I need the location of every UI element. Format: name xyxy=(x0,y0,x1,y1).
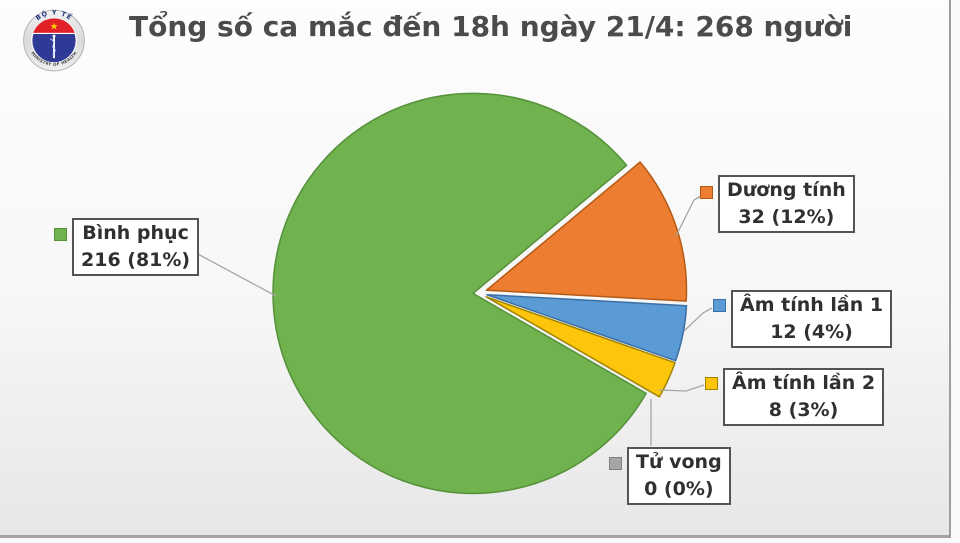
moh-logo: ★ BỘ Y TẾ MINISTRY OF HEALTH xyxy=(17,3,91,85)
pie-slices xyxy=(272,92,688,495)
binh-phuc-swatch xyxy=(54,228,67,241)
tu-vong-swatch xyxy=(609,457,622,470)
duong-tinh-label-box: Dương tính 32 (12%) xyxy=(718,175,855,233)
slice-label: Dương tính xyxy=(727,179,846,201)
leader-am-tinh-1 xyxy=(683,307,713,332)
binh-phuc-label-box: Bình phục 216 (81%) xyxy=(72,218,200,276)
pie-slice-0 xyxy=(272,92,647,495)
slice-label: Âm tính lần 1 xyxy=(740,294,884,316)
am-tinh-1-swatch xyxy=(713,299,726,312)
slice-value: 216 (81%) xyxy=(81,249,191,271)
leader-am-tinh-2 xyxy=(658,384,705,392)
page-title: Tổng số ca mắc đến 18h ngày 21/4: 268 ng… xyxy=(129,10,853,43)
logo-red-band xyxy=(31,18,77,34)
slice-value: 32 (12%) xyxy=(738,206,835,228)
slice-value: 8 (3%) xyxy=(768,399,839,421)
slice-label: Âm tính lần 2 xyxy=(732,372,876,394)
callout-am-tinh-1: Âm tính lần 1 12 (4%) xyxy=(713,290,893,348)
pie-slice-2 xyxy=(486,293,688,362)
am-tinh-2-swatch xyxy=(705,377,718,390)
slice-label: Tử vong xyxy=(636,451,722,473)
slice-label: Bình phục xyxy=(82,222,189,244)
callout-duong-tinh: Dương tính 32 (12%) xyxy=(700,175,855,233)
asclepius-staff-icon xyxy=(50,34,56,59)
star-icon: ★ xyxy=(50,21,59,32)
am-tinh-2-label-box: Âm tính lần 2 8 (3%) xyxy=(723,368,885,426)
callout-binh-phuc: Bình phục 216 (81%) xyxy=(54,218,200,276)
leader-duong-tinh xyxy=(675,195,702,237)
slice-value: 12 (4%) xyxy=(770,321,853,343)
callout-tu-vong: Tử vong 0 (0%) xyxy=(609,447,731,505)
moh-logo-svg: ★ BỘ Y TẾ MINISTRY OF HEALTH xyxy=(23,8,85,72)
duong-tinh-swatch xyxy=(700,186,713,199)
am-tinh-1-label-box: Âm tính lần 1 12 (4%) xyxy=(731,290,893,348)
callout-am-tinh-2: Âm tính lần 2 8 (3%) xyxy=(705,368,885,426)
slice-value: 0 (0%) xyxy=(644,478,714,500)
pie-chart-svg xyxy=(180,92,713,495)
tu-vong-label-box: Tử vong 0 (0%) xyxy=(627,447,731,505)
pie-slice-1 xyxy=(485,161,688,302)
pie-slice-3 xyxy=(485,296,676,398)
